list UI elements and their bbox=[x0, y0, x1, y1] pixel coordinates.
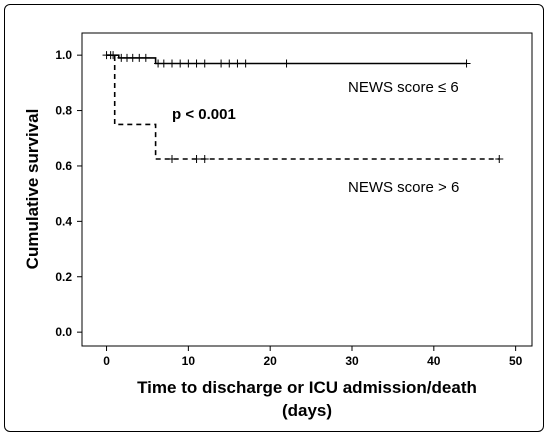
y-tick-label: 0.8 bbox=[55, 104, 72, 118]
censor-mark bbox=[168, 155, 176, 164]
y-axis-label: Cumulative survival bbox=[23, 109, 42, 270]
y-tick-label: 0.0 bbox=[55, 325, 72, 339]
x-tick-label: 20 bbox=[264, 354, 278, 368]
censor-mark bbox=[141, 53, 150, 62]
x-axis-label: Time to discharge or ICU admission/death bbox=[137, 378, 477, 397]
censor-mark bbox=[106, 51, 115, 60]
censor-mark bbox=[184, 59, 193, 68]
censor-mark bbox=[495, 155, 504, 164]
y-tick-label: 0.4 bbox=[55, 214, 72, 228]
y-tick-label: 1.0 bbox=[55, 48, 72, 62]
censor-mark bbox=[462, 59, 471, 68]
censor-mark bbox=[192, 59, 201, 68]
figure-frame bbox=[4, 4, 544, 432]
censor-mark bbox=[200, 59, 209, 68]
y-axis-ticks: 0.0 0.2 0.4 0.6 0.8 1.0 bbox=[55, 48, 82, 339]
censor-mark bbox=[225, 59, 234, 68]
x-axis-label-units: (days) bbox=[282, 401, 332, 420]
x-tick-label: 40 bbox=[427, 354, 441, 368]
censor-mark bbox=[168, 59, 176, 68]
censor-mark bbox=[192, 155, 201, 164]
censor-mark bbox=[200, 155, 209, 164]
censor-mark bbox=[176, 59, 185, 68]
censor-mark bbox=[241, 59, 250, 68]
plot-area bbox=[81, 32, 533, 347]
p-value-annotation: p < 0.001 bbox=[172, 106, 236, 123]
series-layer bbox=[102, 51, 504, 164]
censor-mark bbox=[217, 59, 226, 68]
censor-mark bbox=[159, 59, 168, 68]
x-tick-label: 10 bbox=[182, 354, 196, 368]
x-tick-label: 0 bbox=[103, 354, 110, 368]
legend-label-low-news: NEWS score ≤ 6 bbox=[348, 79, 459, 96]
series-line-2 bbox=[106, 54, 500, 160]
x-tick-label: 50 bbox=[509, 354, 523, 368]
censor-mark bbox=[282, 59, 291, 68]
x-axis-ticks: 0 10 20 30 40 50 bbox=[103, 346, 523, 368]
censor-mark bbox=[233, 59, 242, 68]
y-tick-label: 0.6 bbox=[55, 159, 72, 173]
legend-label-high-news: NEWS score > 6 bbox=[348, 179, 459, 196]
x-tick-label: 30 bbox=[345, 354, 359, 368]
y-tick-label: 0.2 bbox=[55, 270, 72, 284]
